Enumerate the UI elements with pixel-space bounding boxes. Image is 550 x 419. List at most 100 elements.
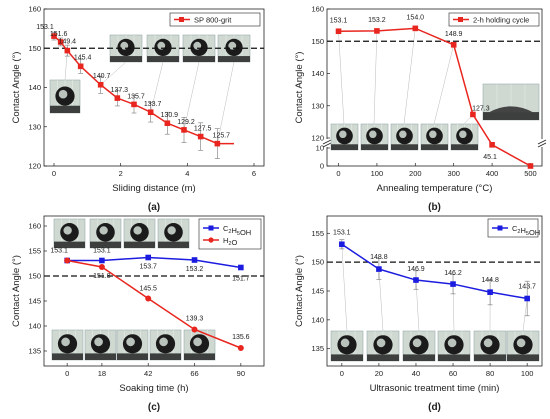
x-axis-title: Sliding distance (m)	[112, 183, 195, 194]
data-label: 135.7	[127, 93, 145, 100]
inset-leader-line	[403, 28, 416, 125]
droplet-inset-image	[473, 330, 507, 362]
series-0: 153.1 148.8 146.9 146.2 144.8 143.7	[333, 229, 536, 317]
data-point	[77, 63, 84, 70]
droplet-inset-image	[123, 218, 156, 249]
legend-text-part: C	[223, 224, 229, 233]
droplet-inset-image	[402, 330, 436, 362]
data-label: 153.1	[330, 17, 348, 24]
droplet-inset-image	[157, 218, 190, 249]
x-tick-label: 0	[65, 369, 69, 378]
droplet-substrate	[183, 56, 215, 62]
data-label: 151.7	[232, 276, 250, 283]
droplet-insets	[51, 218, 216, 361]
droplet-substrate	[403, 354, 435, 361]
inset-leader-line	[217, 61, 235, 144]
legend: SP 800-grit	[169, 12, 261, 27]
x-tick-label: 2	[119, 169, 123, 178]
series-0: 153.1 153.1 153.7 153.2 151.7	[50, 248, 249, 283]
droplet-highlight	[429, 130, 437, 139]
droplet-substrate	[331, 144, 358, 150]
legend-text-part: 5	[237, 231, 240, 237]
data-point	[413, 277, 419, 283]
y-tick-label: 150	[311, 258, 324, 267]
y-tick-label: 145	[311, 287, 324, 296]
droplet-highlight	[483, 338, 493, 348]
data-label: 45.1	[483, 154, 497, 161]
axis-break-mark	[537, 142, 547, 148]
legend-text: H2O	[223, 236, 237, 247]
droplet-substrate	[361, 144, 388, 150]
data-point	[145, 254, 152, 261]
droplet-substrate	[483, 112, 539, 120]
legend-marker	[497, 225, 503, 231]
data-label: 153.7	[139, 264, 157, 271]
panel-label: (c)	[148, 402, 160, 413]
x-tick-label: 60	[449, 369, 457, 378]
droplet-insets	[330, 28, 540, 151]
legend-marker	[208, 225, 214, 231]
legend-box	[169, 12, 261, 27]
panel-a: 0 2 4 6 120 130 140 150 160 Sliding distance (m) C…	[11, 5, 265, 213]
data-label: 148.9	[445, 31, 463, 38]
axis-break-mask	[323, 139, 331, 147]
x-tick-label: 0	[336, 169, 340, 178]
droplet-inset-image	[360, 123, 389, 151]
data-label: 137.3	[111, 87, 129, 94]
data-label: 146.2	[444, 270, 462, 277]
inset-leader-line	[183, 61, 200, 130]
y-tick-label: 0	[320, 162, 324, 171]
data-point	[191, 326, 198, 333]
droplet-inset-image	[53, 218, 86, 249]
y-tick-label: 160	[311, 5, 324, 14]
y-tick-label: 140	[28, 83, 41, 92]
legend-text-part: C	[512, 224, 518, 233]
droplet-substrate	[218, 56, 250, 62]
axis-break-mark	[537, 139, 547, 145]
droplet-highlight	[412, 338, 422, 348]
data-label: 151.6	[50, 31, 68, 38]
inset-leader-line	[373, 30, 378, 125]
inset-leader-line	[150, 61, 164, 113]
legend-text-part: 2	[228, 229, 231, 235]
data-label: 140.7	[93, 73, 111, 80]
y-tick-label: 150	[28, 272, 41, 281]
y-tick-label: 155	[311, 229, 324, 238]
data-label: 153.2	[368, 17, 386, 24]
data-point	[214, 140, 221, 147]
droplet-shape	[488, 106, 534, 113]
legend-text-part: 5	[526, 231, 529, 237]
droplet-highlight	[63, 226, 72, 235]
droplet-inset-image	[51, 329, 84, 361]
data-point	[238, 264, 244, 271]
series-1: 151.8 145.5 139.3 135.6	[64, 257, 250, 351]
axis-break-mark	[322, 139, 332, 145]
data-point	[450, 41, 457, 48]
x-tick-label: 100	[521, 369, 534, 378]
legend-text: C2H5OH	[512, 224, 540, 237]
panel-label: (d)	[428, 402, 441, 413]
droplet-highlight	[133, 226, 142, 235]
legend: C2H5OH	[487, 218, 540, 238]
droplet-highlight	[159, 337, 168, 347]
droplet-highlight	[516, 338, 526, 348]
panel-c: 0 18 42 66 90 135 140 145 150 155 160 Soaking time …	[11, 215, 265, 413]
droplet-inset-image	[366, 330, 400, 362]
y-tick-label: 140	[28, 322, 41, 331]
data-label: 144.8	[481, 277, 499, 284]
data-point	[487, 289, 493, 295]
data-label: 153.1	[36, 24, 54, 31]
droplet-highlight	[369, 130, 377, 139]
x-tick-label: 0	[340, 369, 344, 378]
x-tick-label: 42	[144, 369, 152, 378]
inset-leader-line	[378, 269, 384, 332]
data-label: 153.1	[333, 229, 351, 236]
data-label: 153.2	[186, 266, 204, 273]
droplet-insets	[330, 244, 540, 362]
droplet-highlight	[193, 337, 202, 347]
y-tick-label: 130	[311, 101, 324, 110]
y-tick-label: 140	[311, 69, 324, 78]
legend-text: 2-h holding cycle	[473, 16, 529, 25]
x-tick-label: 4	[185, 169, 189, 178]
